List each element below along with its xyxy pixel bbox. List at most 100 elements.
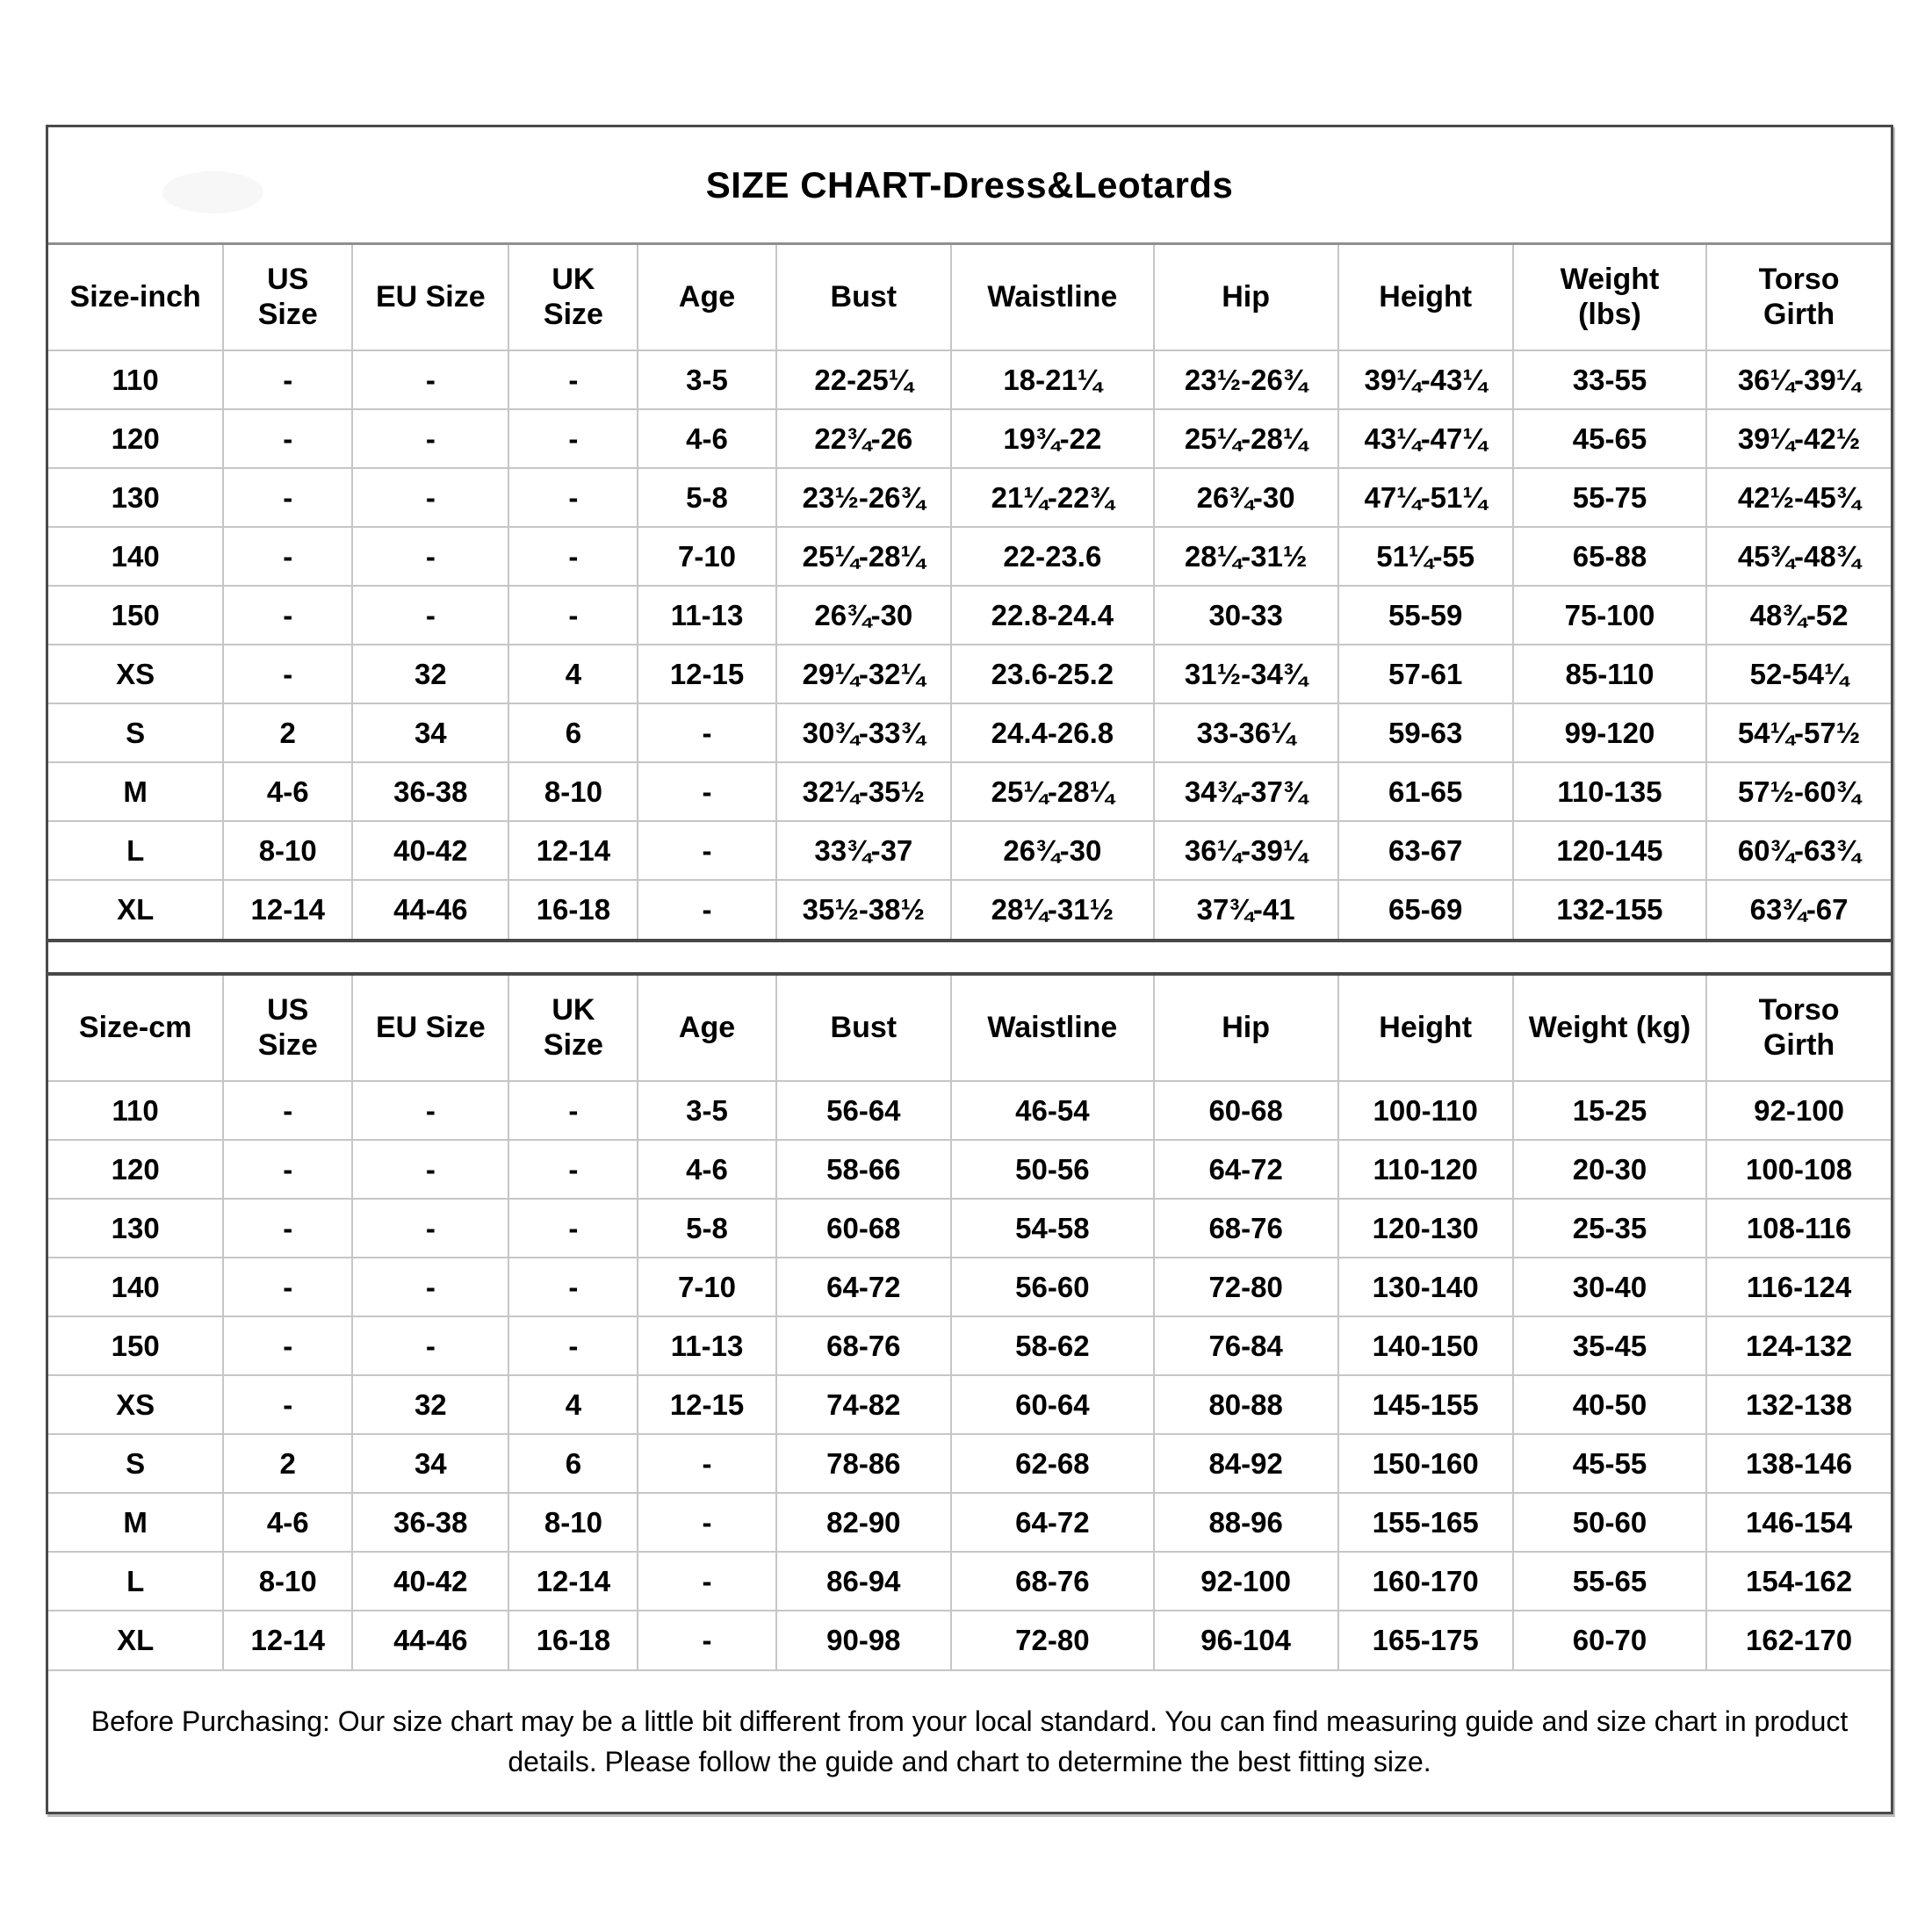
- data-cell: 72-80: [949, 1610, 1155, 1670]
- data-cell: 22-23.6: [949, 526, 1155, 587]
- table-row: M 4-6 36-38 8-10-32¼-35½ 25¼-28¼ 34¾-37¾ 61-65…: [47, 761, 1892, 822]
- table-row: M 4-6 36-38 8-10-82-90 64-72 88-96 155-165 50-6…: [47, 1492, 1892, 1553]
- data-cell: 4-6: [222, 1492, 354, 1553]
- column-header: Age: [637, 975, 777, 1082]
- data-cell: 55-65: [1511, 1551, 1708, 1611]
- data-cell: 150-160: [1337, 1433, 1514, 1494]
- watermark-smudge: [162, 171, 263, 213]
- column-header: Hip: [1152, 975, 1339, 1082]
- data-cell: 124-132: [1705, 1316, 1892, 1376]
- column-header: Size-cm: [47, 975, 225, 1082]
- data-cell: -: [508, 1257, 639, 1317]
- data-cell: 65-88: [1511, 526, 1708, 587]
- data-cell: 4: [508, 644, 639, 704]
- data-cell: 37¾-41: [1152, 879, 1339, 940]
- data-cell: 30-33: [1152, 585, 1339, 645]
- data-cell: 63¾-67: [1705, 879, 1892, 940]
- data-cell: 12-14: [508, 1551, 639, 1611]
- data-cell: 92-100: [1705, 1080, 1892, 1141]
- data-cell: 7-10: [637, 526, 777, 587]
- data-cell: 32¼-35½: [775, 761, 952, 822]
- data-cell: 92-100: [1152, 1551, 1339, 1611]
- column-header: Hip: [1152, 244, 1339, 351]
- data-cell: 52-54¼: [1705, 644, 1892, 704]
- data-cell: 155-165: [1337, 1492, 1514, 1553]
- data-cell: 34: [351, 703, 510, 763]
- data-cell: 2: [222, 703, 354, 763]
- data-cell: 43¼-47¼: [1337, 408, 1514, 469]
- data-cell: 65-69: [1337, 879, 1514, 940]
- data-cell: -: [222, 585, 354, 645]
- size-label-cell: 150: [47, 1316, 225, 1376]
- table-row: 150- - -11-13 68-76 58-62 76-84 140-150 35-45 12…: [47, 1316, 1892, 1376]
- data-cell: -: [222, 1374, 354, 1435]
- data-cell: -: [508, 350, 639, 410]
- column-header: Size-inch: [47, 244, 225, 351]
- data-cell: 60-68: [775, 1198, 952, 1258]
- data-cell: 68-76: [1152, 1198, 1339, 1258]
- data-cell: 62-68: [949, 1433, 1155, 1494]
- data-cell: 60¾-63¾: [1705, 820, 1892, 881]
- data-cell: 96-104: [1152, 1610, 1339, 1670]
- size-label-cell: S: [47, 703, 225, 763]
- data-cell: -: [508, 1139, 639, 1200]
- data-cell: 30¾-33¾: [775, 703, 952, 763]
- column-header: US Size: [222, 975, 354, 1082]
- size-label-cell: XS: [47, 1374, 225, 1435]
- size-label-cell: S: [47, 1433, 225, 1494]
- column-header: UK Size: [508, 244, 639, 351]
- data-cell: 19¾-22: [949, 408, 1155, 469]
- table-row: XL 12-14 44-46 16-18-35½-38½ 28¼-31½ 37¾-41 65…: [47, 879, 1892, 940]
- data-cell: 25¼-28¼: [775, 526, 952, 587]
- table-divider: [48, 939, 1891, 976]
- data-cell: 4-6: [222, 761, 354, 822]
- data-cell: 12-14: [508, 820, 639, 881]
- data-cell: -: [351, 526, 510, 587]
- data-cell: -: [351, 1316, 510, 1376]
- table-row: 140- - -7-10 64-72 56-60 72-80 130-140 30-40 116…: [47, 1257, 1892, 1317]
- table-row: XS -32 4 12-15 29¼-32¼ 23.6-25.2 31½-34¾ 57-61 8…: [47, 644, 1892, 704]
- data-cell: 26¾-30: [949, 820, 1155, 881]
- data-cell: -: [637, 761, 777, 822]
- size-label-cell: M: [47, 761, 225, 822]
- table-row: 110- - -3-5 22-25¼ 18-21¼ 23½-26¾ 39¼-43¼ 33-55…: [47, 350, 1892, 410]
- data-cell: 33-55: [1511, 350, 1708, 410]
- data-cell: 12-14: [222, 1610, 354, 1670]
- data-cell: 30-40: [1511, 1257, 1708, 1317]
- data-cell: 12-14: [222, 879, 354, 940]
- table-row: 150- - -11-13 26¾-30 22.8-24.4 30-33 55-59 75-1…: [47, 585, 1892, 645]
- data-cell: 55-59: [1337, 585, 1514, 645]
- data-cell: -: [222, 408, 354, 469]
- data-cell: -: [508, 526, 639, 587]
- data-cell: 2: [222, 1433, 354, 1494]
- size-label-cell: 130: [47, 1198, 225, 1258]
- data-cell: 50-60: [1511, 1492, 1708, 1553]
- table-row: 110- - -3-5 56-64 46-54 60-68 100-110 15-25 92-1…: [47, 1080, 1892, 1141]
- data-cell: -: [637, 1492, 777, 1553]
- data-cell: 33¾-37: [775, 820, 952, 881]
- data-cell: 60-70: [1511, 1610, 1708, 1670]
- data-cell: 110-120: [1337, 1139, 1514, 1200]
- data-cell: 132-138: [1705, 1374, 1892, 1435]
- data-cell: 145-155: [1337, 1374, 1514, 1435]
- size-label-cell: L: [47, 1551, 225, 1611]
- data-cell: -: [222, 1139, 354, 1200]
- size-label-cell: 110: [47, 350, 225, 410]
- table-row: 130- - -5-8 23½-26¾ 21¼-22¾ 26¾-30 47¼-51¼ 55-7…: [47, 467, 1892, 528]
- data-cell: 130-140: [1337, 1257, 1514, 1317]
- table-row: XS -32 4 12-15 74-82 60-64 80-88 145-155 40-50 13…: [47, 1374, 1892, 1435]
- size-label-cell: 110: [47, 1080, 225, 1141]
- data-cell: 25-35: [1511, 1198, 1708, 1258]
- data-cell: 76-84: [1152, 1316, 1339, 1376]
- data-cell: 60-68: [1152, 1080, 1339, 1141]
- column-header: UK Size: [508, 975, 639, 1082]
- page-title: SIZE CHART-Dress&Leotards: [705, 163, 1234, 205]
- data-cell: 16-18: [508, 1610, 639, 1670]
- data-cell: -: [222, 526, 354, 587]
- data-cell: 61-65: [1337, 761, 1514, 822]
- size-chart-sheet: SIZE CHART-Dress&Leotards Size-inch US Si…: [46, 125, 1893, 1814]
- data-cell: 40-42: [351, 1551, 510, 1611]
- data-cell: 84-92: [1152, 1433, 1339, 1494]
- data-cell: -: [351, 1080, 510, 1141]
- size-label-cell: XL: [47, 879, 225, 940]
